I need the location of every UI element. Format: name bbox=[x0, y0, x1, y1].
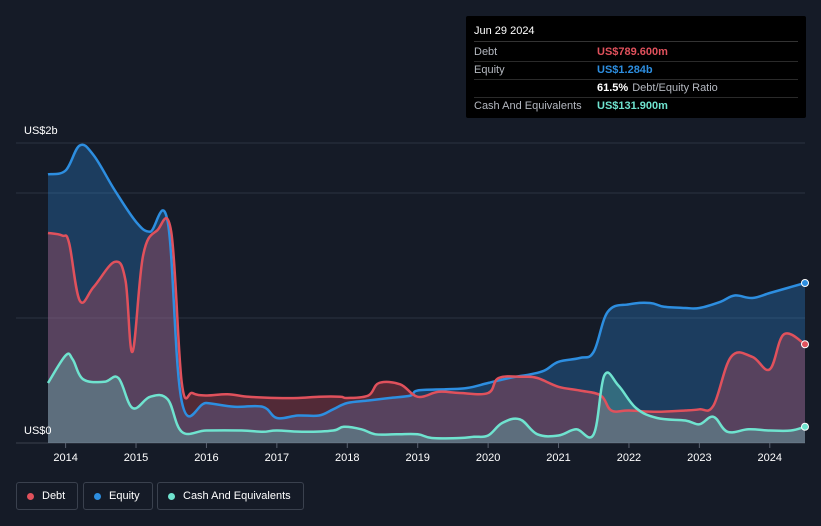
tooltip-cash-row: Cash And Equivalents US$131.900m bbox=[474, 98, 798, 115]
tooltip-ratio-label: Debt/Equity Ratio bbox=[632, 82, 718, 94]
grid-lines bbox=[16, 142, 805, 444]
series-lines bbox=[46, 143, 806, 440]
debt-area bbox=[48, 218, 805, 443]
tooltip-debt-row: Debt US$789.600m bbox=[474, 44, 798, 62]
x-tick-label-2018: 2018 bbox=[335, 452, 359, 464]
tooltip-debt-label: Debt bbox=[474, 46, 498, 58]
cash-and-equivalents-end-marker bbox=[801, 422, 809, 431]
tooltip-debt-value: US$789.600m bbox=[597, 46, 668, 58]
series-areas bbox=[48, 144, 805, 443]
tooltip-ratio-spacer bbox=[474, 80, 597, 97]
x-tick-label-2023: 2023 bbox=[687, 452, 711, 464]
legend-item-equity[interactable]: Equity bbox=[83, 482, 153, 510]
equity-area bbox=[48, 144, 805, 443]
x-tick-label-2017: 2017 bbox=[265, 452, 289, 464]
tooltip-ratio-value: 61.5% bbox=[597, 82, 629, 94]
cash-and-equivalents-area bbox=[48, 353, 805, 443]
x-tick-label-2020: 2020 bbox=[476, 452, 500, 464]
tooltip-panel: Jun 29 2024 Debt US$789.600m Equity US$1… bbox=[466, 16, 806, 118]
tooltip-equity-value: US$1.284b bbox=[597, 64, 653, 76]
x-tick-label-2024: 2024 bbox=[758, 452, 782, 464]
y-tick-label-top: US$2b bbox=[24, 125, 58, 137]
equity-legend-dot-icon bbox=[94, 492, 101, 500]
y-tick-label-bottom: US$0 bbox=[24, 425, 52, 437]
legend-item-debt[interactable]: Debt bbox=[16, 482, 79, 510]
tooltip-cash-value: US$131.900m bbox=[597, 100, 668, 112]
end-markers bbox=[801, 279, 809, 431]
tooltip-date: Jun 29 2024 bbox=[474, 24, 798, 42]
legend-item-cash[interactable]: Cash And Equivalents bbox=[157, 482, 304, 510]
debt-end-marker bbox=[801, 340, 809, 349]
tooltip-ratio-row: 61.5% Debt/Equity Ratio bbox=[474, 80, 798, 98]
debt-legend-dot-icon bbox=[27, 492, 34, 500]
tooltip-equity-label: Equity bbox=[474, 64, 505, 76]
x-tick-label-2014: 2014 bbox=[53, 452, 77, 464]
x-tick-label-2015: 2015 bbox=[124, 452, 148, 464]
tooltip-cash-label: Cash And Equivalents bbox=[474, 100, 582, 112]
cash-legend-dot-icon bbox=[168, 492, 175, 500]
legend-equity-label: Equity bbox=[109, 490, 140, 502]
x-axis-ticks: 2014 2015 2016 2017 2018 2019 2020 2021 2022 2023… bbox=[53, 443, 782, 464]
x-tick-label-2021: 2021 bbox=[546, 452, 570, 464]
tooltip-equity-row: Equity US$1.284b bbox=[474, 62, 798, 80]
x-tick-label-2016: 2016 bbox=[194, 452, 218, 464]
legend-cash-label: Cash And Equivalents bbox=[183, 490, 291, 502]
x-tick-label-2022: 2022 bbox=[617, 452, 641, 464]
legend-debt-label: Debt bbox=[42, 490, 66, 502]
debt-line bbox=[47, 216, 806, 414]
x-tick-label-2019: 2019 bbox=[405, 452, 429, 464]
cash-and-equivalents-line bbox=[46, 352, 806, 440]
equity-end-marker bbox=[801, 279, 809, 287]
